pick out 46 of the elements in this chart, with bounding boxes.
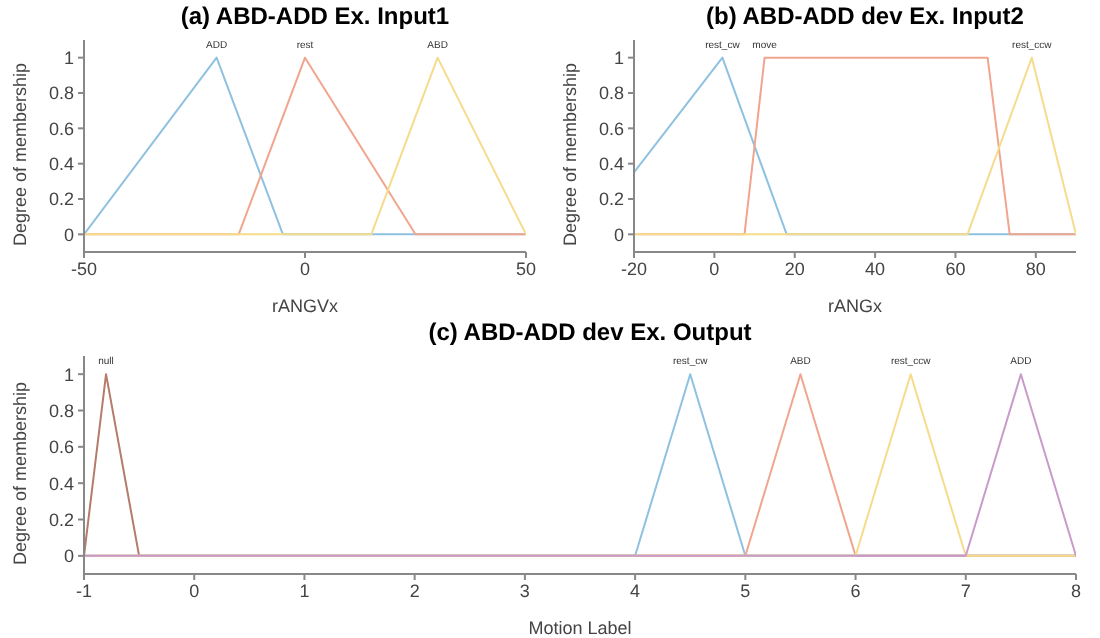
y-tick-label: 0.2 — [598, 189, 624, 210]
y-tick-label: 0.6 — [48, 437, 74, 458]
x-tick-label: 1 — [299, 580, 310, 601]
y-tick-label: 0.4 — [48, 154, 74, 175]
y-tick-label: 0.2 — [48, 189, 74, 210]
y-axis-title: Degree of membership — [10, 62, 31, 246]
x-tick-label: -20 — [620, 258, 648, 279]
y-tick-label: 1 — [613, 48, 624, 69]
x-tick-label: 60 — [945, 258, 966, 279]
x-axis-title: rANGx — [828, 296, 883, 316]
x-tick-label: -50 — [70, 258, 98, 279]
x-tick-label: 50 — [515, 258, 537, 279]
y-tick-label: 0 — [613, 224, 624, 245]
x-tick-label: 0 — [709, 258, 720, 279]
x-tick-label: 8 — [1070, 580, 1082, 601]
y-axis-title: Degree of membership — [10, 381, 31, 565]
x-tick-label: 3 — [519, 580, 530, 601]
y-tick-label: 0.8 — [598, 83, 624, 104]
x-tick-label: 80 — [1025, 258, 1046, 279]
x-tick-label: 2 — [409, 580, 420, 601]
y-tick-label: 0 — [63, 546, 74, 567]
y-tick-label: 1 — [63, 48, 74, 69]
x-tick-label: 4 — [630, 580, 641, 601]
y-tick-label: 0.8 — [48, 83, 74, 104]
y-tick-label: 0 — [63, 224, 74, 245]
x-tick-label: 6 — [850, 580, 861, 601]
x-tick-label: 7 — [960, 580, 971, 601]
y-tick-label: 0.2 — [48, 509, 74, 530]
y-tick-label: 0.4 — [598, 154, 624, 175]
x-tick-label: -1 — [75, 580, 93, 601]
x-tick-label: 0 — [299, 258, 311, 279]
x-tick-label: 5 — [740, 580, 751, 601]
x-tick-label: 20 — [784, 258, 805, 279]
x-tick-label: 40 — [865, 258, 886, 279]
y-tick-label: 0.8 — [48, 400, 74, 421]
x-axis-title: Motion Label — [528, 618, 632, 638]
y-tick-label: 0.6 — [48, 118, 74, 139]
chart-title: (a) ABD-ADD Ex. Input1 — [178, 0, 452, 32]
chart-title: (b) ABD-ADD dev Ex. Input2 — [704, 0, 1026, 32]
x-axis-title: rANGVx — [271, 296, 339, 316]
y-tick-label: 0.4 — [48, 473, 74, 494]
y-axis-title: Degree of membership — [560, 62, 581, 246]
y-tick-label: 1 — [63, 364, 74, 385]
y-tick-label: 0.6 — [598, 118, 624, 139]
x-tick-label: 0 — [189, 580, 200, 601]
chart-title: (c) ABD-ADD dev Ex. Output — [426, 316, 754, 348]
